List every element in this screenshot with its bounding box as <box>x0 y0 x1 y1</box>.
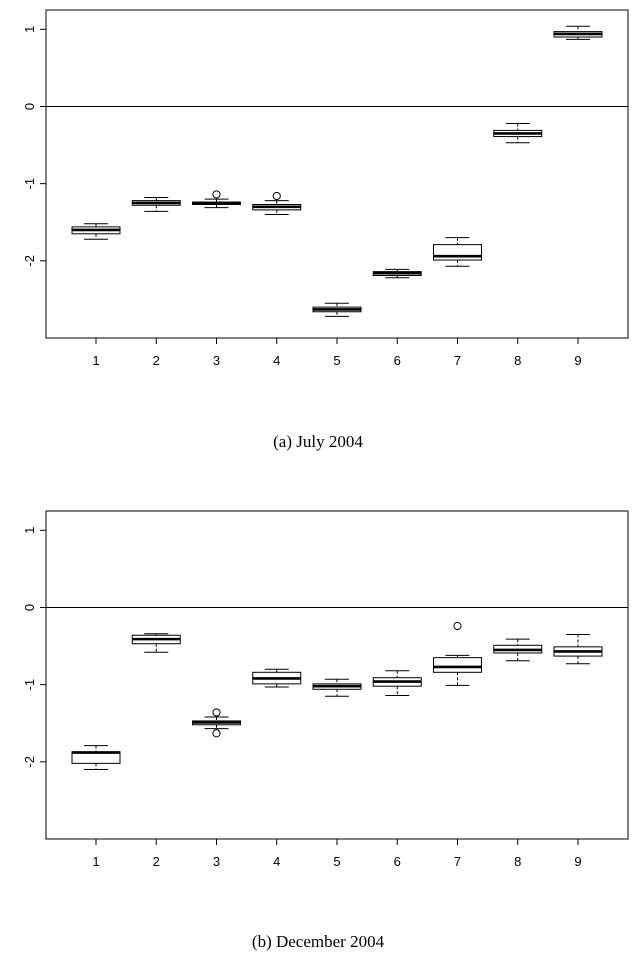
box-plot-8 <box>493 122 543 144</box>
x-tick-label: 9 <box>574 353 581 368</box>
box-plot-9 <box>553 25 603 40</box>
box-plot-2 <box>131 633 181 653</box>
box-plot-7 <box>433 621 482 686</box>
panel-caption: (b) December 2004 <box>252 932 385 951</box>
outlier-point <box>212 708 221 717</box>
box-plot-3 <box>192 190 241 209</box>
x-tick-label: 3 <box>213 353 220 368</box>
x-tick-label: 8 <box>514 854 521 869</box>
box <box>433 244 482 261</box>
x-tick-label: 7 <box>454 854 461 869</box>
x-tick-label: 7 <box>454 353 461 368</box>
x-tick-label: 2 <box>153 353 160 368</box>
panel-a: 1 0 -1 -2 1 2 3 4 5 6 7 8 9 (a) July 2004 <box>22 9 629 451</box>
x-tick-label: 2 <box>153 854 160 869</box>
x-tick-label: 1 <box>92 854 99 869</box>
box-plot-1 <box>71 745 121 771</box>
x-tick-label: 1 <box>92 353 99 368</box>
box-plot-5 <box>312 678 362 697</box>
outlier-point <box>272 191 281 201</box>
outlier-point <box>212 729 221 738</box>
panel-caption: (a) July 2004 <box>273 432 363 451</box>
y-tick-label: 1 <box>22 527 37 534</box>
panel-b: 1 0 -1 -2 1 2 3 4 5 6 7 8 9 (b) December 2004 <box>22 510 629 951</box>
box-plot-3 <box>192 708 241 738</box>
x-tick-label: 8 <box>514 353 521 368</box>
box-plot-6 <box>372 670 422 696</box>
box-plot-4 <box>252 668 302 688</box>
x-tick-label: 6 <box>394 854 401 869</box>
x-tick-label: 3 <box>213 854 220 869</box>
x-tick-label: 6 <box>394 353 401 368</box>
box <box>433 657 482 673</box>
box-plot-5 <box>312 302 362 317</box>
y-tick-label: -1 <box>22 178 37 190</box>
y-tick-label: 0 <box>22 103 37 110</box>
plot-frame <box>45 510 629 840</box>
plot-frame <box>45 9 629 339</box>
y-tick-label: 0 <box>22 604 37 611</box>
x-tick-label: 5 <box>333 353 340 368</box>
box-plot-2 <box>131 197 181 212</box>
box-plot-4 <box>252 191 302 216</box>
box-plot-1 <box>71 223 121 240</box>
box-plot-8 <box>493 638 543 662</box>
x-tick-label: 5 <box>333 854 340 869</box>
outlier-point <box>212 190 221 199</box>
outlier-point <box>453 621 462 631</box>
box-plot-6 <box>372 268 422 279</box>
box-plot-7 <box>433 237 482 267</box>
x-tick-label: 9 <box>574 854 581 869</box>
x-tick-label: 4 <box>273 353 280 368</box>
y-tick-label: 1 <box>22 26 37 33</box>
y-tick-label: -2 <box>22 756 37 768</box>
x-tick-label: 4 <box>273 854 280 869</box>
y-tick-label: -2 <box>22 255 37 267</box>
box-plot-9 <box>553 633 603 665</box>
y-tick-label: -1 <box>22 679 37 691</box>
